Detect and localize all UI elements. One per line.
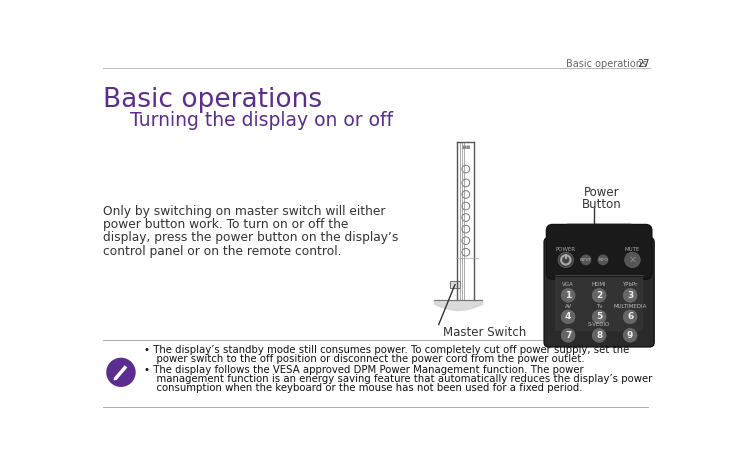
- Text: Turning the display on or off: Turning the display on or off: [130, 111, 393, 129]
- Circle shape: [623, 288, 637, 302]
- Text: POWER: POWER: [556, 246, 576, 252]
- Text: 3: 3: [627, 291, 633, 300]
- Circle shape: [561, 329, 575, 342]
- Text: Power: Power: [583, 186, 619, 199]
- Circle shape: [623, 310, 637, 324]
- Text: consumption when the keyboard or the mouse has not been used for a fixed period.: consumption when the keyboard or the mou…: [150, 383, 583, 393]
- Circle shape: [592, 288, 606, 302]
- Text: 7: 7: [565, 331, 571, 340]
- Text: S-VEDIO: S-VEDIO: [588, 322, 610, 327]
- Text: Master Switch: Master Switch: [443, 326, 526, 339]
- FancyBboxPatch shape: [546, 224, 651, 279]
- Text: Tv: Tv: [596, 303, 602, 308]
- Text: MUTE: MUTE: [625, 246, 640, 252]
- Bar: [555, 277, 643, 331]
- Text: • The display follows the VESA approved DPM Power Management function. The power: • The display follows the VESA approved …: [144, 364, 584, 375]
- Circle shape: [592, 310, 606, 324]
- Circle shape: [597, 254, 608, 265]
- Circle shape: [106, 358, 135, 387]
- Text: power switch to the off position or disconnect the power cord from the power out: power switch to the off position or disc…: [150, 354, 585, 364]
- Text: • The display’s standby mode still consumes power. To completely cut off power s: • The display’s standby mode still consu…: [144, 345, 630, 355]
- Circle shape: [558, 252, 574, 268]
- Text: VGA: VGA: [562, 282, 574, 287]
- Text: AV: AV: [564, 303, 572, 308]
- Text: Basic operations: Basic operations: [566, 59, 647, 68]
- Text: display, press the power button on the display’s: display, press the power button on the d…: [103, 231, 398, 244]
- Bar: [449, 281, 460, 288]
- Text: 1: 1: [565, 291, 571, 300]
- Text: INFO: INFO: [598, 258, 608, 262]
- Circle shape: [580, 254, 591, 265]
- Text: HDMI: HDMI: [591, 282, 606, 287]
- Circle shape: [624, 252, 640, 268]
- Text: 2: 2: [596, 291, 602, 300]
- Text: management function is an energy saving feature that automatically reduces the d: management function is an energy saving …: [150, 374, 653, 384]
- Text: power button work. To turn on or off the: power button work. To turn on or off the: [103, 218, 348, 231]
- Text: INPUT: INPUT: [580, 258, 592, 262]
- Text: ✕: ✕: [628, 255, 637, 265]
- Bar: [553, 265, 646, 277]
- Text: 6: 6: [627, 313, 633, 321]
- FancyBboxPatch shape: [565, 224, 633, 245]
- Text: 4: 4: [565, 313, 571, 321]
- Text: Only by switching on master switch will either: Only by switching on master switch will …: [103, 205, 386, 218]
- Text: 27: 27: [637, 59, 649, 68]
- Text: control panel or on the remote control.: control panel or on the remote control.: [103, 245, 342, 257]
- Text: 9: 9: [627, 331, 633, 340]
- Text: YPbPr: YPbPr: [622, 282, 638, 287]
- Text: Basic operations: Basic operations: [103, 87, 322, 113]
- Circle shape: [561, 310, 575, 324]
- Text: 5: 5: [596, 313, 602, 321]
- Text: MULTIMEDIA: MULTIMEDIA: [613, 303, 647, 308]
- Circle shape: [561, 288, 575, 302]
- Text: ▪▪: ▪▪: [461, 145, 471, 151]
- Text: Button: Button: [582, 197, 621, 211]
- FancyBboxPatch shape: [544, 238, 654, 347]
- Text: 8: 8: [596, 331, 602, 340]
- Circle shape: [623, 329, 637, 342]
- Circle shape: [592, 329, 606, 342]
